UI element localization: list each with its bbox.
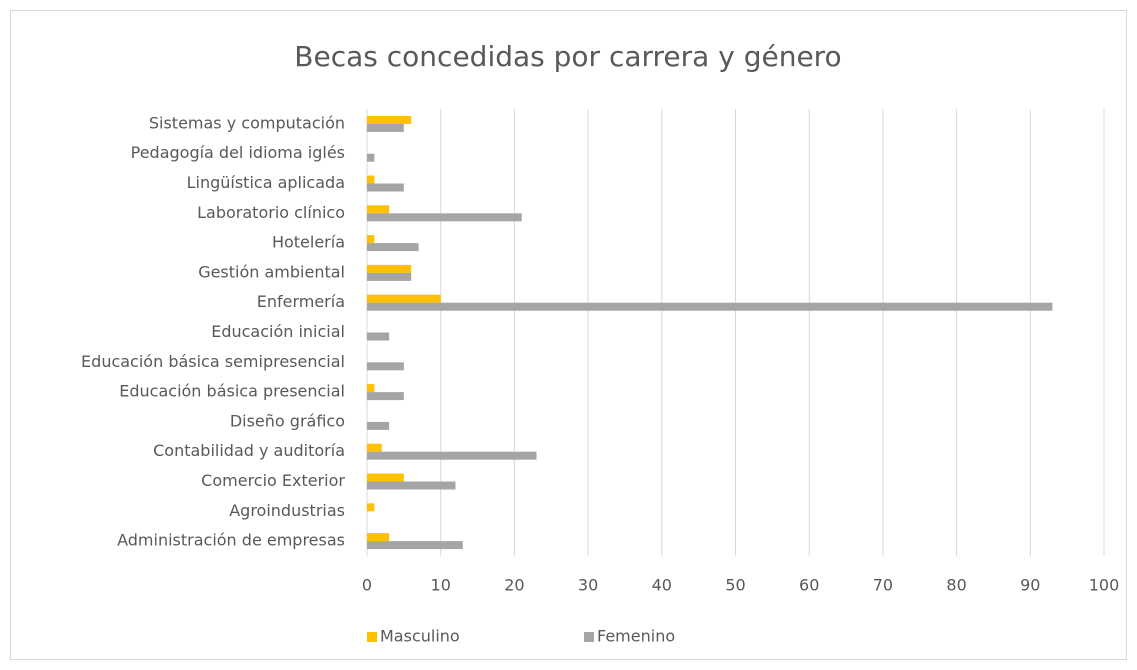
bar bbox=[367, 294, 441, 303]
y-tick-label: Pedagogía del idioma iglés bbox=[131, 143, 345, 162]
y-tick-label: Hotelería bbox=[272, 233, 345, 252]
y-tick-label: Lingüística aplicada bbox=[187, 173, 345, 192]
y-tick-label: Contabilidad y auditoría bbox=[153, 441, 345, 460]
bar bbox=[367, 384, 375, 393]
x-tick-label: 40 bbox=[652, 576, 672, 595]
bar bbox=[367, 213, 522, 222]
y-tick-label: Diseño gráfico bbox=[230, 411, 345, 430]
bar bbox=[367, 362, 404, 371]
y-tick-label: Laboratorio clínico bbox=[197, 203, 345, 222]
y-tick-label: Agroindustrias bbox=[229, 501, 345, 520]
bar bbox=[367, 421, 390, 430]
bar bbox=[367, 205, 390, 214]
bar bbox=[367, 332, 390, 341]
legend-swatch bbox=[584, 632, 594, 642]
bar bbox=[367, 115, 412, 124]
bar bbox=[367, 123, 404, 132]
x-tick-label: 90 bbox=[1020, 576, 1040, 595]
y-tick-label: Administración de empresas bbox=[117, 531, 345, 550]
bar bbox=[367, 443, 382, 452]
y-tick-label: Enfermería bbox=[257, 292, 345, 311]
bar bbox=[367, 392, 404, 401]
bar bbox=[367, 153, 375, 162]
bar bbox=[367, 183, 404, 192]
x-tick-label: 80 bbox=[946, 576, 966, 595]
bar bbox=[367, 264, 412, 273]
bar bbox=[367, 243, 419, 252]
x-tick-label: 0 bbox=[362, 576, 372, 595]
chart-border bbox=[10, 10, 1127, 660]
y-tick-label: Gestión ambiental bbox=[198, 262, 345, 281]
x-tick-label: 60 bbox=[799, 576, 819, 595]
y-tick-label: Educación básica presencial bbox=[119, 382, 345, 401]
y-tick-label: Sistemas y computación bbox=[149, 113, 345, 132]
bar bbox=[367, 302, 1053, 311]
bar bbox=[367, 473, 404, 482]
x-tick-label: 10 bbox=[431, 576, 451, 595]
bar bbox=[367, 272, 412, 281]
x-tick-label: 100 bbox=[1089, 576, 1120, 595]
bar bbox=[367, 503, 375, 512]
x-tick-label: 20 bbox=[504, 576, 524, 595]
legend-swatch bbox=[367, 632, 377, 642]
legend-label: Masculino bbox=[380, 627, 460, 646]
y-tick-label: Educación inicial bbox=[211, 322, 345, 341]
x-tick-label: 50 bbox=[725, 576, 745, 595]
x-tick-label: 70 bbox=[873, 576, 893, 595]
y-tick-label: Comercio Exterior bbox=[201, 471, 345, 490]
chart-title: Becas concedidas por carrera y género bbox=[294, 40, 841, 73]
x-tick-label: 30 bbox=[578, 576, 598, 595]
bar bbox=[367, 481, 456, 490]
bar bbox=[367, 541, 463, 550]
y-tick-label: Educación básica semipresencial bbox=[81, 352, 345, 371]
bar bbox=[367, 533, 390, 542]
bar bbox=[367, 451, 537, 460]
bar bbox=[367, 175, 375, 184]
legend-label: Femenino bbox=[597, 627, 675, 646]
bar bbox=[367, 235, 375, 244]
